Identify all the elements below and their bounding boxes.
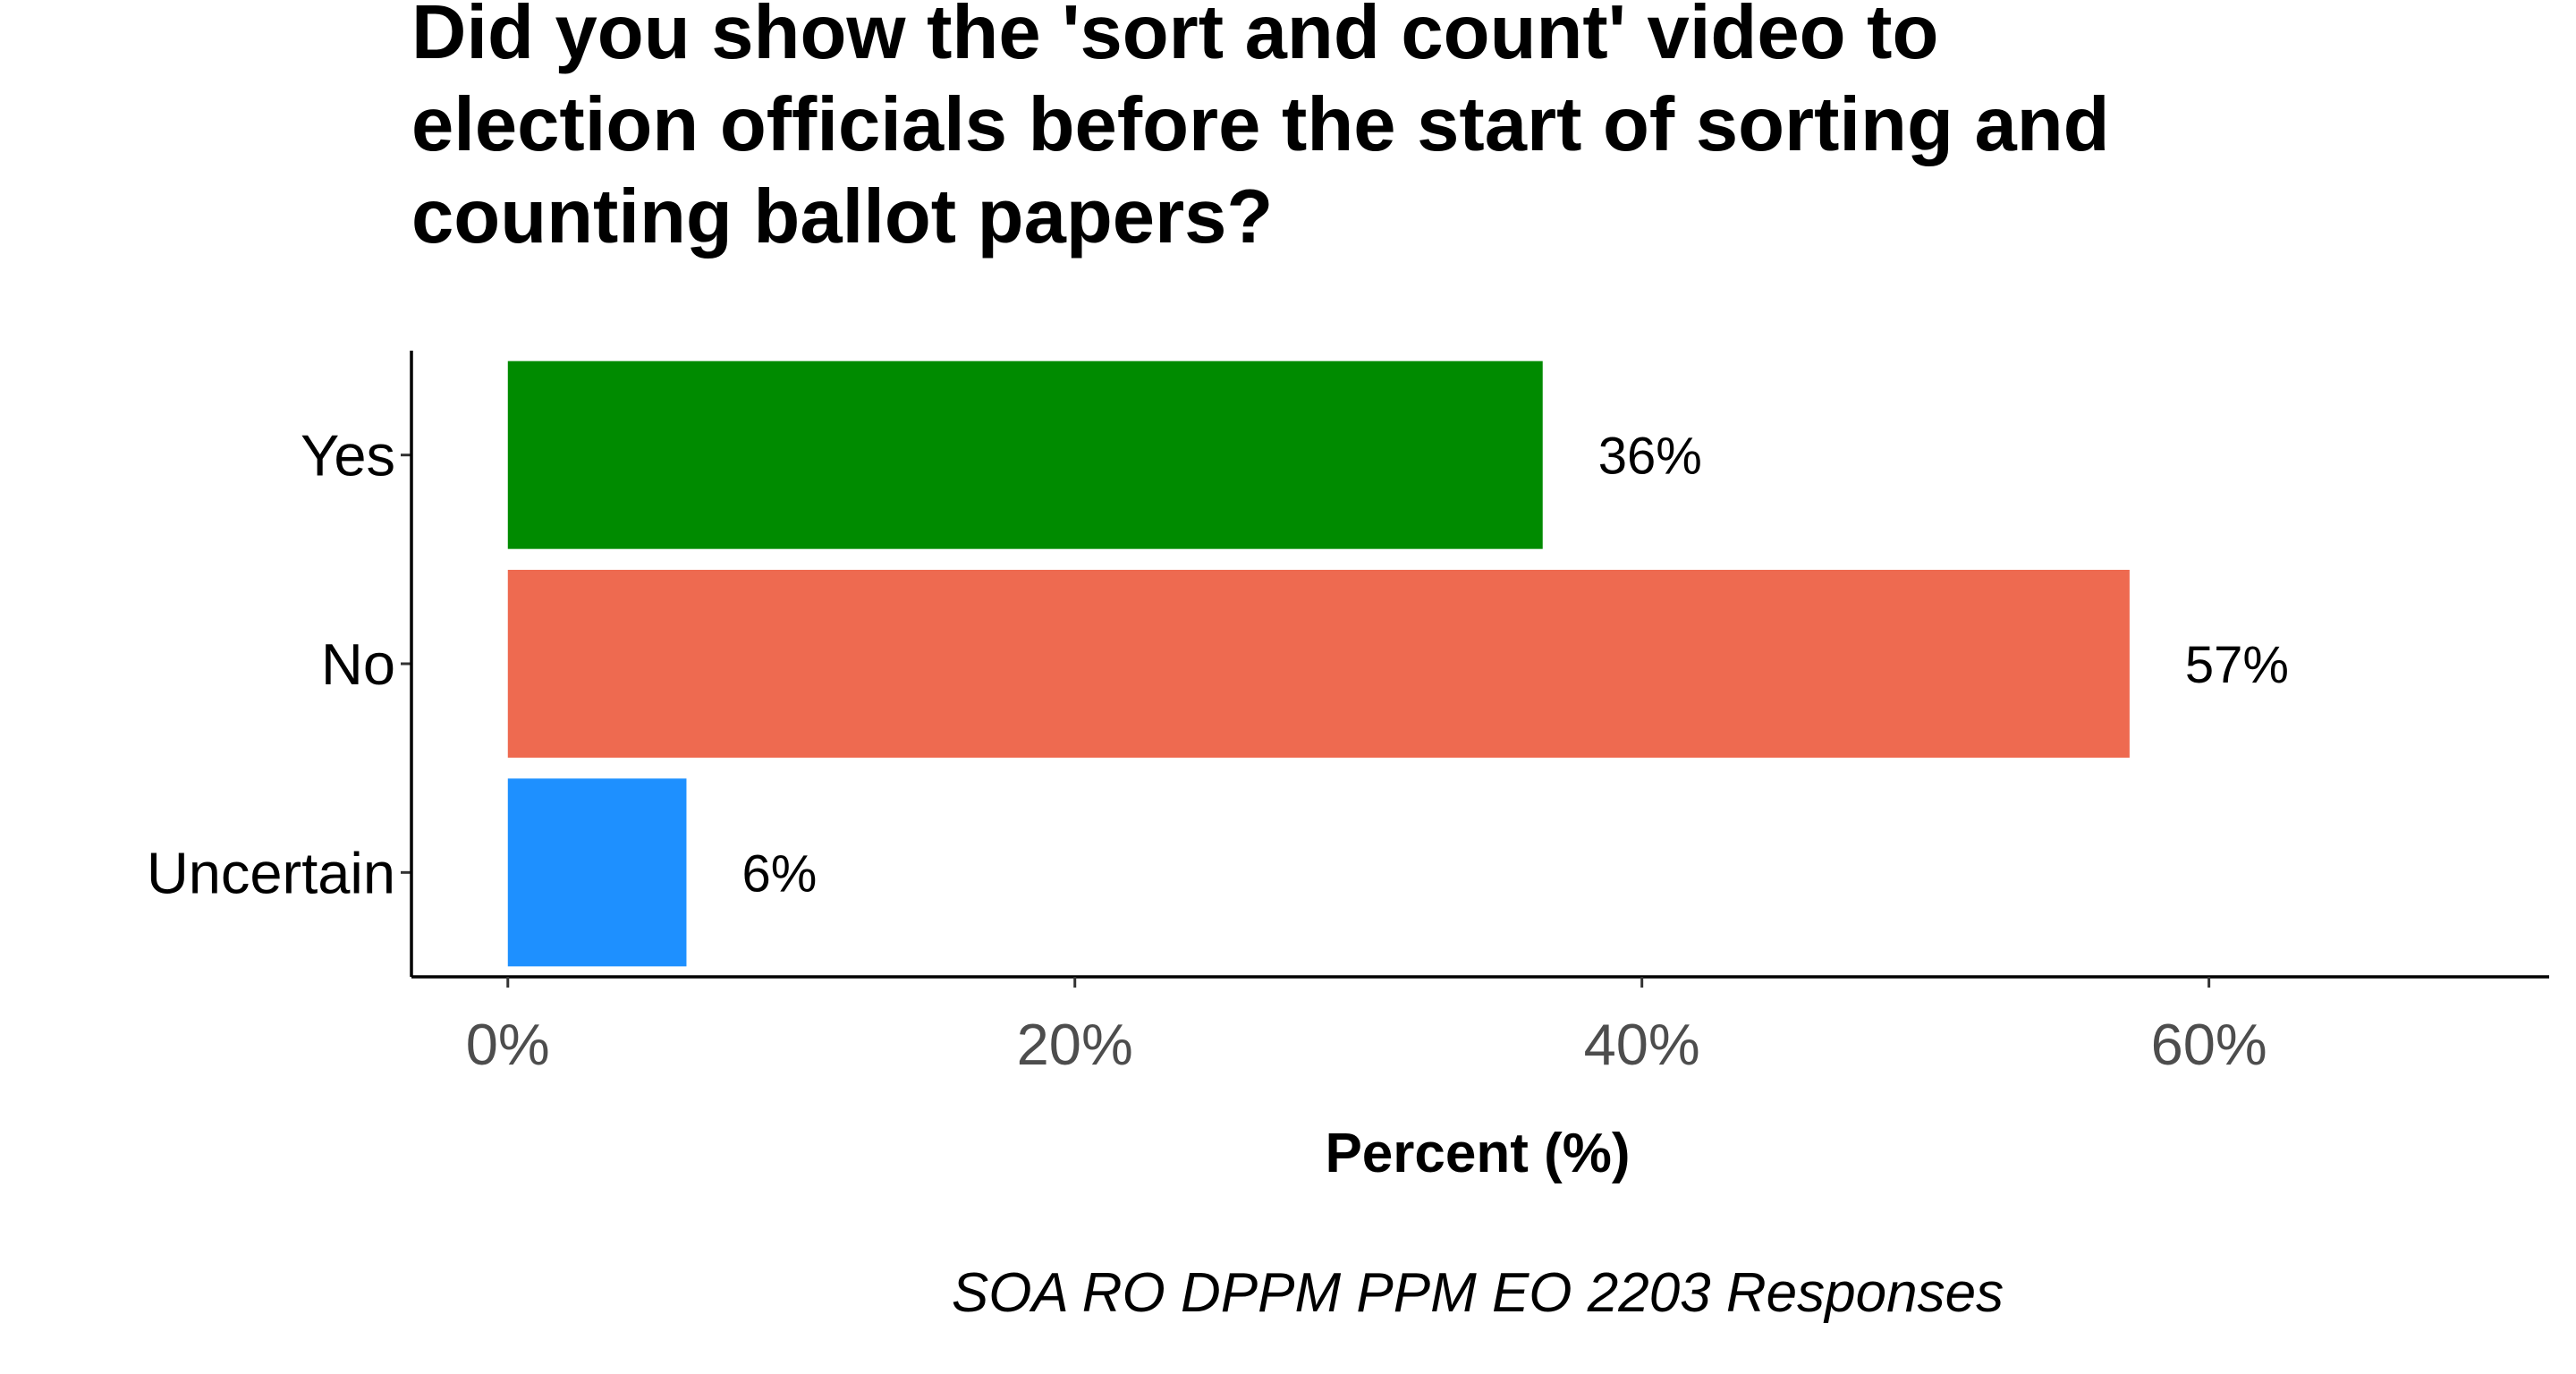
x-tick-label-60: 60% <box>2151 1012 2267 1077</box>
chart-title-line-3: counting ballot papers? <box>411 174 1273 259</box>
bar-no <box>507 570 2130 758</box>
y-tick-label-no: No <box>321 632 395 697</box>
bar-yes <box>507 360 1543 549</box>
data-label-no: 57% <box>2185 636 2289 694</box>
x-tick-label-20: 20% <box>1017 1012 1133 1077</box>
y-tick-label-yes: Yes <box>301 423 395 488</box>
bar-uncertain <box>507 778 687 967</box>
x-tick-label-0: 0% <box>466 1012 550 1077</box>
chart-title-line-2: election officials before the start of s… <box>411 82 2110 167</box>
chart-caption: SOA RO DPPM PPM EO 2203 Responses <box>952 1262 2004 1324</box>
plot-area: 36% Yes 57% No 6% Uncertain 0% 20% 40% 60% <box>147 351 2549 1077</box>
chart-title-line-1: Did you show the 'sort and count' video … <box>411 0 1938 75</box>
x-tick-label-40: 40% <box>1584 1012 1700 1077</box>
chart-title: Did you show the 'sort and count' video … <box>411 0 2110 259</box>
data-label-yes: 36% <box>1598 428 1702 486</box>
data-label-uncertain: 6% <box>741 844 817 903</box>
x-axis-title: Percent (%) <box>1325 1123 1630 1184</box>
y-tick-label-uncertain: Uncertain <box>147 840 395 905</box>
